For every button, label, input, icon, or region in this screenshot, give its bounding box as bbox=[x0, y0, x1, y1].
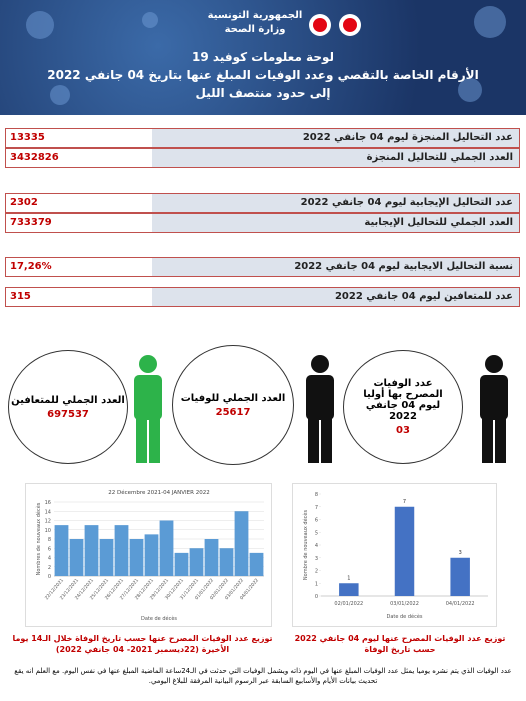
person-green bbox=[134, 355, 162, 463]
data-label: 3 bbox=[459, 550, 462, 556]
subtitle: الأرقام الخاصة بالتقصي وعدد الوفيات المب… bbox=[47, 68, 479, 82]
row-label: عدد للمتعافين ليوم 04 جانفي 2022 bbox=[152, 288, 519, 306]
y-tick-label: 14 bbox=[45, 509, 51, 515]
y-tick-label: 3 bbox=[315, 556, 318, 562]
y-tick-label: 6 bbox=[315, 518, 318, 524]
bar bbox=[84, 525, 99, 576]
y-axis-label: Nombre de nouveaux décès bbox=[302, 510, 309, 581]
country: الجمهورية التونسية bbox=[207, 10, 303, 21]
bar bbox=[339, 583, 359, 596]
circle-value: 697537 bbox=[47, 408, 89, 420]
row-value: 13335 bbox=[10, 132, 45, 143]
table-row: 13335 عدد التحاليل المنجزة ليوم 04 جانفي … bbox=[5, 128, 520, 148]
y-tick-label: 1 bbox=[315, 581, 318, 587]
circle-label: عدد الوفيات المصرح بها أوليا ليوم 04 جان… bbox=[363, 378, 443, 422]
row-value: 733379 bbox=[10, 217, 52, 228]
y-axis-label: Nombres de nouveaux décès bbox=[35, 502, 42, 575]
caption: توزيع عدد الوفيات المصرح عنها ليوم 04 جا… bbox=[294, 634, 506, 654]
y-tick-label: 2 bbox=[315, 569, 318, 575]
circle-value: 03 bbox=[396, 425, 410, 436]
bar bbox=[234, 511, 249, 576]
table-row: 3432826 العدد الجملي للتحاليل المنجزة bbox=[5, 148, 520, 168]
x-tick-label: 04/01/2022 bbox=[446, 601, 475, 607]
bar bbox=[249, 552, 264, 576]
y-tick-label: 10 bbox=[45, 528, 51, 534]
table-row: 2302 عدد التحاليل الإيجابية ليوم 04 جانفي… bbox=[5, 193, 520, 213]
bar bbox=[69, 539, 84, 576]
footer: عدد الوفيات الذي يتم نشره يوميا يمثل عدد… bbox=[14, 667, 512, 685]
row-label: العدد الجملي للتحاليل المنجزة bbox=[152, 149, 519, 167]
table-row: 315 عدد للمتعافين ليوم 04 جانفي 2022 bbox=[5, 287, 520, 307]
y-tick-label: 2 bbox=[48, 565, 51, 571]
header-band: الجمهورية التونسية وزارة الصحة لوحة معلو… bbox=[0, 0, 526, 115]
y-tick-label: 7 bbox=[315, 505, 318, 511]
chart-title: 22 Décembre 2021-04 JANVIER 2022 bbox=[108, 489, 209, 496]
y-tick-label: 5 bbox=[315, 530, 318, 536]
person-black bbox=[480, 355, 508, 463]
bar bbox=[99, 539, 114, 576]
circle: العدد الجملي للمتعافين 697537 bbox=[8, 350, 128, 464]
chart: 0 1 2 3 4 5 6 7 8 Nombre de nouveaux décès Date de… bbox=[292, 483, 497, 627]
x-axis-label: Date de décès bbox=[386, 613, 422, 620]
y-tick-label: 0 bbox=[315, 594, 318, 600]
y-tick-label: 0 bbox=[48, 574, 51, 580]
data-label: 1 bbox=[347, 575, 350, 581]
bar bbox=[174, 552, 189, 576]
bar bbox=[114, 525, 129, 576]
bar bbox=[219, 548, 234, 576]
bar bbox=[54, 525, 69, 576]
title: لوحة معلومات كوفيد 19 bbox=[192, 50, 334, 64]
bar bbox=[394, 506, 415, 596]
x-tick-label: 02/01/2022 bbox=[334, 601, 363, 607]
y-tick-label: 8 bbox=[315, 492, 318, 498]
bar bbox=[450, 557, 470, 596]
bar bbox=[159, 520, 174, 576]
bar bbox=[144, 534, 159, 576]
x-tick-label: 03/01/2022 bbox=[390, 601, 419, 607]
circle-value: 25617 bbox=[215, 406, 251, 418]
row-label: عدد التحاليل الإيجابية ليوم 04 جانفي 202… bbox=[152, 194, 519, 212]
row-label: نسبة التحاليل الايجابية ليوم 04 جانفي 20… bbox=[152, 258, 519, 276]
data-label: 7 bbox=[403, 499, 406, 505]
row-value: 3432826 bbox=[10, 152, 59, 163]
caption: توزيع عدد الوفيات المصرح عنها حسب تاريخ … bbox=[12, 634, 273, 654]
figures bbox=[134, 355, 508, 463]
row-value: 315 bbox=[10, 291, 31, 302]
circle-label: العدد الجملي للمتعافين bbox=[11, 394, 125, 406]
chart: 22 Décembre 2021-04 JANVIER 2022 0 2 4 6 8 10 1… bbox=[25, 483, 272, 627]
bar bbox=[129, 539, 144, 576]
circle: العدد الجملي للوفيات 25617 bbox=[172, 345, 294, 465]
ministry: وزارة الصحة bbox=[224, 24, 286, 35]
row-value: 2302 bbox=[10, 197, 38, 208]
circle: عدد الوفيات المصرح بها أوليا ليوم 04 جان… bbox=[343, 350, 463, 464]
bar bbox=[204, 539, 219, 576]
bar bbox=[189, 548, 204, 576]
row-label: عدد التحاليل المنجزة ليوم 04 جانفي 2022 bbox=[152, 129, 519, 147]
y-tick-label: 4 bbox=[48, 556, 51, 562]
x-axis-label: Date de décès bbox=[141, 615, 177, 622]
table-row: 733379 العدد الجملي للتحاليل الإيجابية bbox=[5, 213, 520, 233]
note: إلى حدود منتصف الليل bbox=[195, 86, 331, 100]
y-tick-label: 8 bbox=[48, 537, 51, 543]
row-label: العدد الجملي للتحاليل الإيجابية bbox=[152, 214, 519, 232]
row-value: 17,26% bbox=[10, 261, 52, 272]
y-tick-label: 16 bbox=[45, 500, 51, 506]
y-tick-label: 6 bbox=[48, 546, 51, 552]
y-tick-label: 12 bbox=[45, 519, 51, 525]
table-row: 17,26% نسبة التحاليل الايجابية ليوم 04 جا… bbox=[5, 257, 520, 277]
y-tick-label: 4 bbox=[315, 543, 318, 549]
person-black bbox=[306, 355, 334, 463]
virus-decor bbox=[26, 6, 506, 105]
circle-label: العدد الجملي للوفيات bbox=[180, 392, 286, 404]
